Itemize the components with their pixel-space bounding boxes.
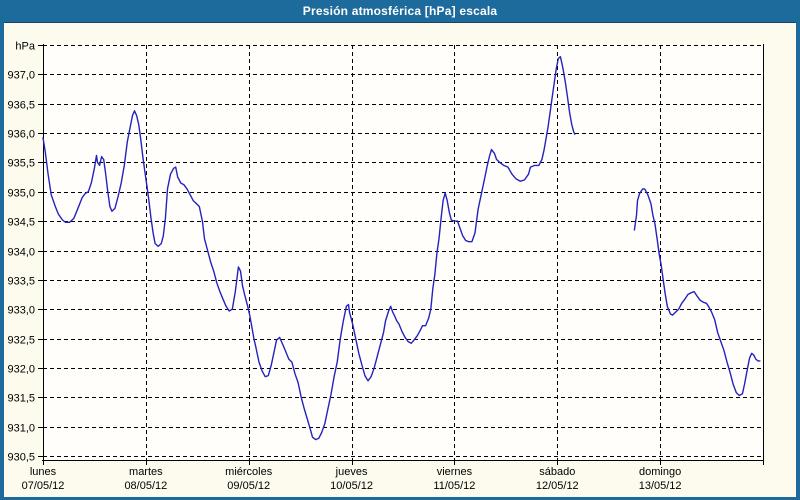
chart-title: Presión atmosférica [hPa] escala [302, 4, 498, 18]
chart-area [4, 22, 796, 497]
chart-title-bar: Presión atmosférica [hPa] escala [0, 0, 800, 22]
